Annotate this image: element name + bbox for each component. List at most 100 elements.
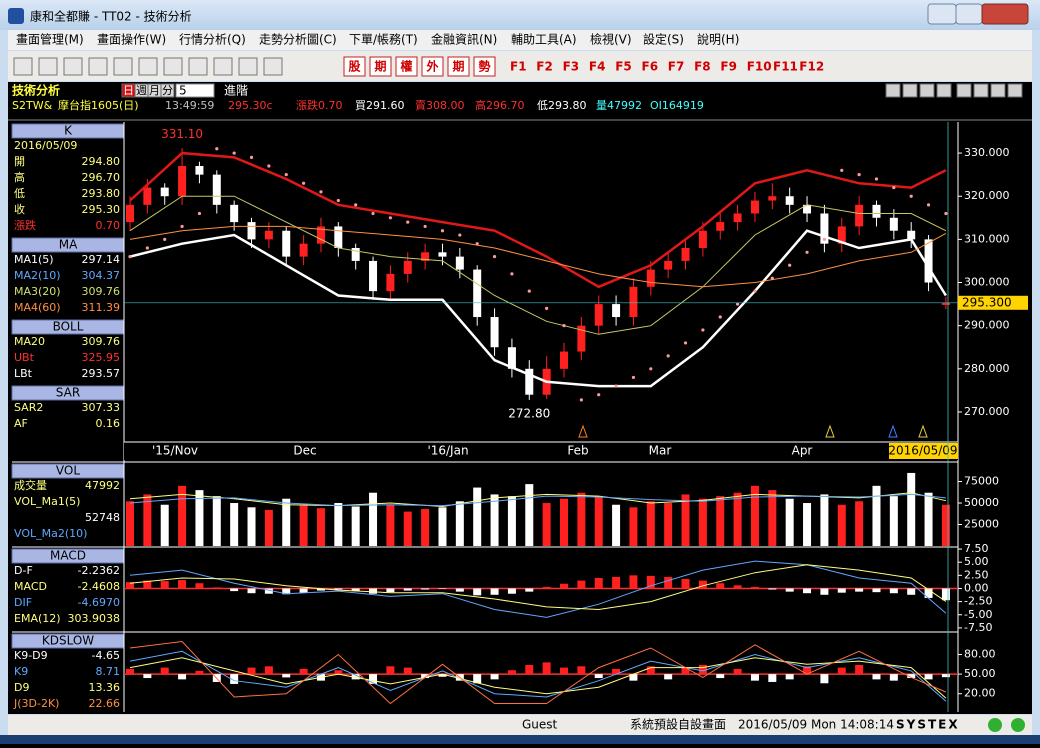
- tool-icon[interactable]: [13, 57, 33, 76]
- osc-bar: [681, 579, 690, 589]
- tool-icon[interactable]: [263, 57, 283, 76]
- osc-bar: [612, 576, 621, 589]
- candle-body: [924, 239, 933, 283]
- advanced-button[interactable]: 進階: [224, 83, 248, 98]
- indicator-label: EMA(12): [14, 612, 61, 625]
- fkey-button[interactable]: F9: [720, 60, 737, 74]
- menu-item[interactable]: 說明(H): [697, 32, 739, 47]
- candle-body: [421, 252, 430, 261]
- menu-item[interactable]: 檢視(V): [590, 32, 632, 47]
- kd-bar: [560, 667, 568, 675]
- menu-item[interactable]: 設定(S): [643, 32, 684, 47]
- market-button[interactable]: [369, 56, 392, 77]
- fkey-button[interactable]: F7: [668, 60, 685, 74]
- indicator-line: [129, 151, 947, 289]
- osc-bar: [334, 588, 343, 590]
- quote-field: 低293.80: [537, 99, 587, 112]
- volume-bar: [212, 496, 221, 546]
- fkey-button[interactable]: F11: [773, 60, 798, 74]
- indicator-value: 47992: [85, 479, 120, 492]
- indicator-line: [129, 493, 946, 507]
- candle-body: [646, 269, 655, 287]
- tool-icon[interactable]: [38, 57, 58, 76]
- osc-bar: [629, 575, 638, 589]
- sar-dot: [614, 384, 618, 388]
- sar-dot: [562, 324, 566, 328]
- fkey-button[interactable]: F8: [694, 60, 711, 74]
- indicator-label: 開: [14, 155, 25, 168]
- kd-bar: [230, 674, 239, 684]
- tool-icon[interactable]: [63, 57, 83, 76]
- menu-item[interactable]: 金融資訊(N): [431, 32, 497, 47]
- market-button-label: 股: [348, 59, 361, 74]
- fkey-button[interactable]: F3: [563, 60, 580, 74]
- candle-body: [664, 260, 673, 270]
- fkey-button[interactable]: F2: [536, 60, 553, 74]
- tool-icon[interactable]: [88, 57, 108, 76]
- osc-bar: [316, 588, 325, 591]
- indicator-value: 295.30: [82, 203, 121, 216]
- candle-body: [178, 166, 187, 197]
- y-tick-label: -2.50: [964, 595, 992, 608]
- tool-icon[interactable]: [213, 57, 233, 76]
- market-button[interactable]: [421, 56, 444, 77]
- x-tick-label: Feb: [567, 444, 588, 458]
- tool-icon[interactable]: [138, 57, 158, 76]
- minimize-button[interactable]: [927, 3, 957, 25]
- tool-icon[interactable]: [163, 57, 183, 76]
- volume-bar: [560, 498, 568, 546]
- chart-area: [8, 82, 1032, 714]
- sar-dot: [840, 168, 844, 172]
- y-tick-label: 330.000: [964, 146, 1010, 159]
- kd-bar: [716, 674, 725, 679]
- tool-icon[interactable]: [238, 57, 258, 76]
- tool-icon[interactable]: [188, 57, 208, 76]
- osc-bar: [664, 576, 673, 589]
- fkey-button[interactable]: F5: [615, 60, 632, 74]
- market-button[interactable]: [395, 56, 418, 77]
- indicator-value: 297.14: [82, 253, 121, 266]
- close-button[interactable]: [981, 3, 1029, 25]
- market-button[interactable]: [447, 56, 470, 77]
- menu-item[interactable]: 畫面管理(M): [16, 32, 84, 47]
- menu-item[interactable]: 畫面操作(W): [97, 32, 166, 47]
- fkey-button[interactable]: F1: [510, 60, 527, 74]
- fkey-button[interactable]: F6: [642, 60, 659, 74]
- osc-bar: [889, 588, 898, 594]
- indicator-label: D-F: [14, 564, 33, 577]
- panel-header-title: KDSLOW: [42, 634, 94, 648]
- quote-field: 漲跌0.70: [296, 98, 343, 112]
- sar-dot: [267, 164, 271, 168]
- menu-item[interactable]: 下單/帳務(T): [349, 33, 418, 47]
- kd-bar: [386, 666, 395, 675]
- candle-body: [386, 273, 395, 292]
- indicator-label: 收: [14, 202, 25, 216]
- period-tab[interactable]: [160, 83, 175, 98]
- market-button[interactable]: [473, 56, 496, 77]
- osc-bar: [282, 588, 291, 595]
- fkey-button[interactable]: F10: [747, 60, 772, 74]
- cursor-date-box: [889, 443, 958, 459]
- candle-body: [126, 204, 134, 223]
- maximize-button[interactable]: [955, 3, 983, 25]
- menu-item[interactable]: 行情分析(Q): [179, 33, 246, 47]
- kd-bar: [160, 667, 169, 675]
- count-input[interactable]: [175, 83, 215, 98]
- indicator-label: 2016/05/09: [14, 139, 77, 152]
- x-tick-label: '15/Nov: [152, 444, 198, 458]
- tool-icon[interactable]: [113, 57, 133, 76]
- market-button[interactable]: [343, 56, 366, 77]
- menu-item[interactable]: 走勢分析圖(C): [259, 32, 337, 47]
- sar-dot: [718, 315, 722, 319]
- candle-body: [907, 230, 916, 240]
- candle-body: [473, 269, 482, 318]
- menu-item[interactable]: 輔助工具(A): [511, 33, 577, 47]
- sar-dot: [649, 367, 653, 371]
- fkey-button[interactable]: F4: [589, 60, 606, 74]
- fkey-button[interactable]: F12: [799, 60, 824, 74]
- sar-dot: [354, 203, 358, 207]
- osc-bar: [299, 588, 308, 593]
- indicator-label: D9: [14, 681, 29, 694]
- indicator-label: 成交量: [14, 478, 47, 492]
